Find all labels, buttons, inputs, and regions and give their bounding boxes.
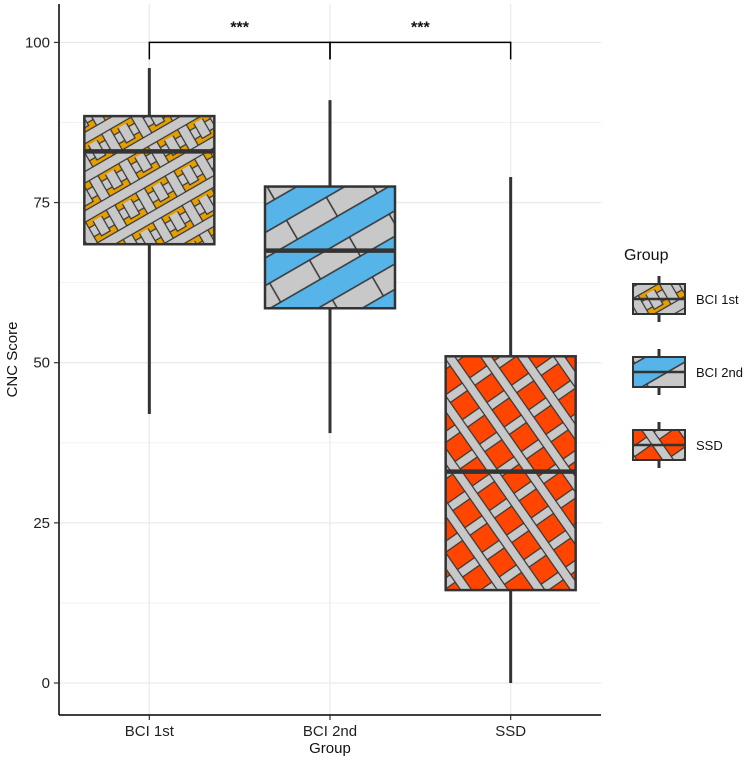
significance-bracket: *** [148, 19, 331, 60]
y-tick-label: 100 [25, 34, 50, 51]
box-ssd [444, 176, 577, 683]
legend-item-bci-1st: BCI 1st [632, 276, 739, 322]
legend-label: BCI 2nd [696, 365, 743, 380]
significance-brackets: *** *** [148, 19, 512, 60]
legend-label: SSD [696, 438, 723, 453]
bracket-line [329, 41, 512, 60]
x-tick-label: SSD [495, 723, 526, 740]
axes: 0 25 50 75 100 BCI 1st BCI 2nd SSD Group CNC Scor… [4, 4, 601, 757]
box-bci-2nd [263, 100, 397, 434]
bracket-line [148, 41, 331, 60]
box-bci-1st [83, 68, 216, 414]
significance-label: *** [230, 19, 249, 36]
legend-label: BCI 1st [696, 292, 739, 307]
box-body [263, 185, 397, 310]
y-tick-label: 75 [33, 195, 50, 212]
y-tick-label: 50 [33, 355, 50, 372]
significance-bracket: *** [329, 19, 512, 60]
legend-title: Group [624, 247, 669, 264]
plot-area [83, 68, 577, 683]
legend-item-bci-2nd: BCI 2nd [632, 349, 743, 395]
y-tick-label: 25 [33, 515, 50, 532]
x-axis-title: Group [309, 740, 351, 757]
x-tick-label: BCI 2nd [303, 723, 357, 740]
y-axis-title: CNC Score [4, 322, 21, 398]
significance-label: *** [411, 19, 430, 36]
legend: Group BCI 1st BCI 2nd SSD [624, 247, 743, 468]
legend-item-ssd: SSD [632, 422, 723, 468]
box-body [83, 114, 216, 246]
x-tick-label: BCI 1st [125, 723, 175, 740]
y-tick-label: 0 [42, 675, 50, 692]
